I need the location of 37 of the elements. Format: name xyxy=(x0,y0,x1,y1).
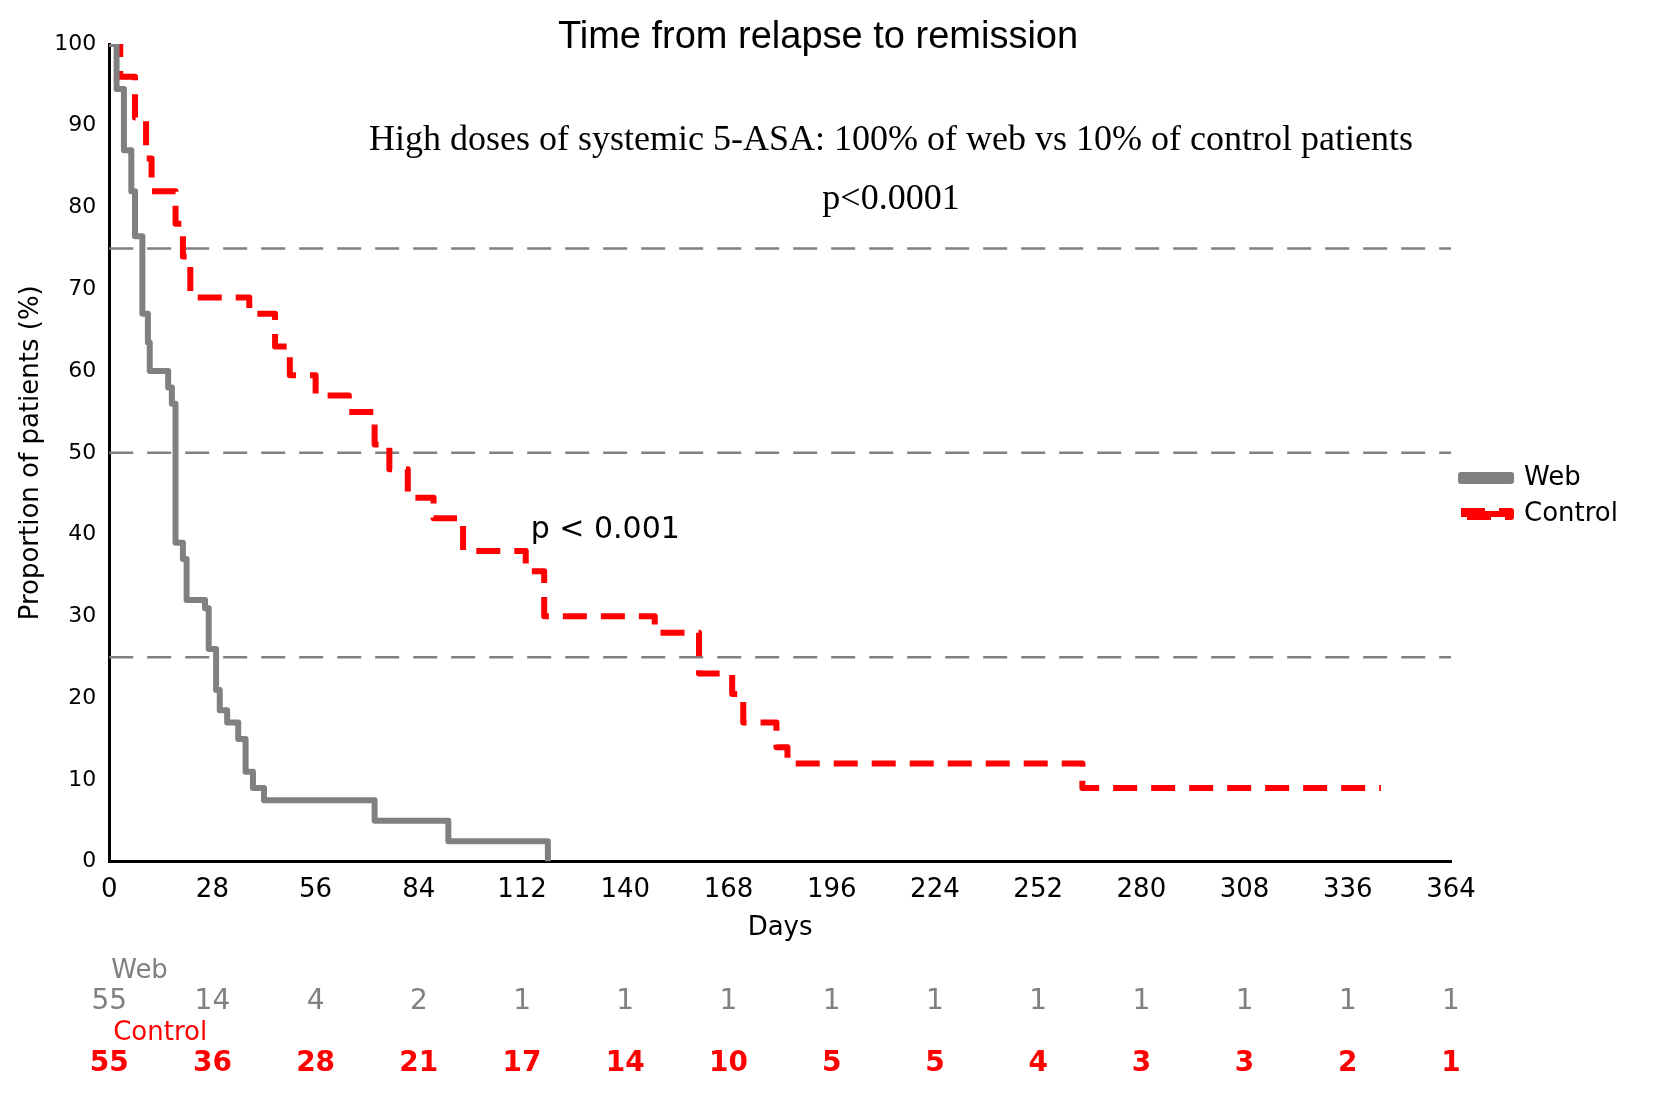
text: 55 36 28 21 17 14 10 5 5 4 3 3 2 1 xyxy=(89,1044,1461,1078)
text: Web xyxy=(111,954,168,985)
x-tick-label: 28 xyxy=(195,872,229,903)
y-tick-label: 40 xyxy=(68,520,97,546)
text: 55 14 4 2 1 1 1 1 1 1 1 1 1 1 xyxy=(91,982,1460,1016)
chart-title: Time from relapse to remission xyxy=(557,14,1079,57)
y-tick-label: 60 xyxy=(68,356,97,382)
y-tick-label: 90 xyxy=(68,111,97,137)
x-tick-label: 224 xyxy=(910,872,960,903)
x-tick-label: 84 xyxy=(402,872,436,903)
x-tick-label: 280 xyxy=(1116,872,1167,903)
y-tick-label: 70 xyxy=(68,275,97,300)
y-tick-label: 30 xyxy=(68,602,97,628)
x-tick-label: 168 xyxy=(703,872,754,903)
x-tick-label: 308 xyxy=(1219,872,1270,903)
legend-label: Web xyxy=(1524,460,1581,491)
annotation: p<0.0001 xyxy=(822,177,960,218)
x-tick-label: 252 xyxy=(1013,872,1063,903)
x-axis-title: Days xyxy=(747,911,813,942)
text: Control xyxy=(113,1016,208,1047)
y-tick-label: 0 xyxy=(82,847,97,873)
x-tick-label: 196 xyxy=(806,872,857,903)
y-tick-label: 80 xyxy=(68,193,97,219)
x-tick-label: 56 xyxy=(299,872,333,903)
y-tick-label: 100 xyxy=(54,29,97,55)
y-axis-title: Proportion of patients (%) xyxy=(14,285,45,621)
y-tick-label: 50 xyxy=(68,438,97,464)
x-tick-label: 0 xyxy=(100,872,118,903)
y-tick-label: 10 xyxy=(68,765,97,791)
legend-label: Control xyxy=(1524,496,1618,527)
annotation: p < 0.001 xyxy=(530,509,680,545)
x-tick-label: 336 xyxy=(1322,872,1373,903)
x-tick-label: 112 xyxy=(497,872,547,903)
text: High doses of systemic 5-ASA: 100% of web vs 10% of control patients xyxy=(369,118,1413,159)
x-tick-label: 364 xyxy=(1426,872,1476,903)
y-tick-label: 20 xyxy=(68,683,97,709)
x-tick-label: 140 xyxy=(600,872,651,903)
